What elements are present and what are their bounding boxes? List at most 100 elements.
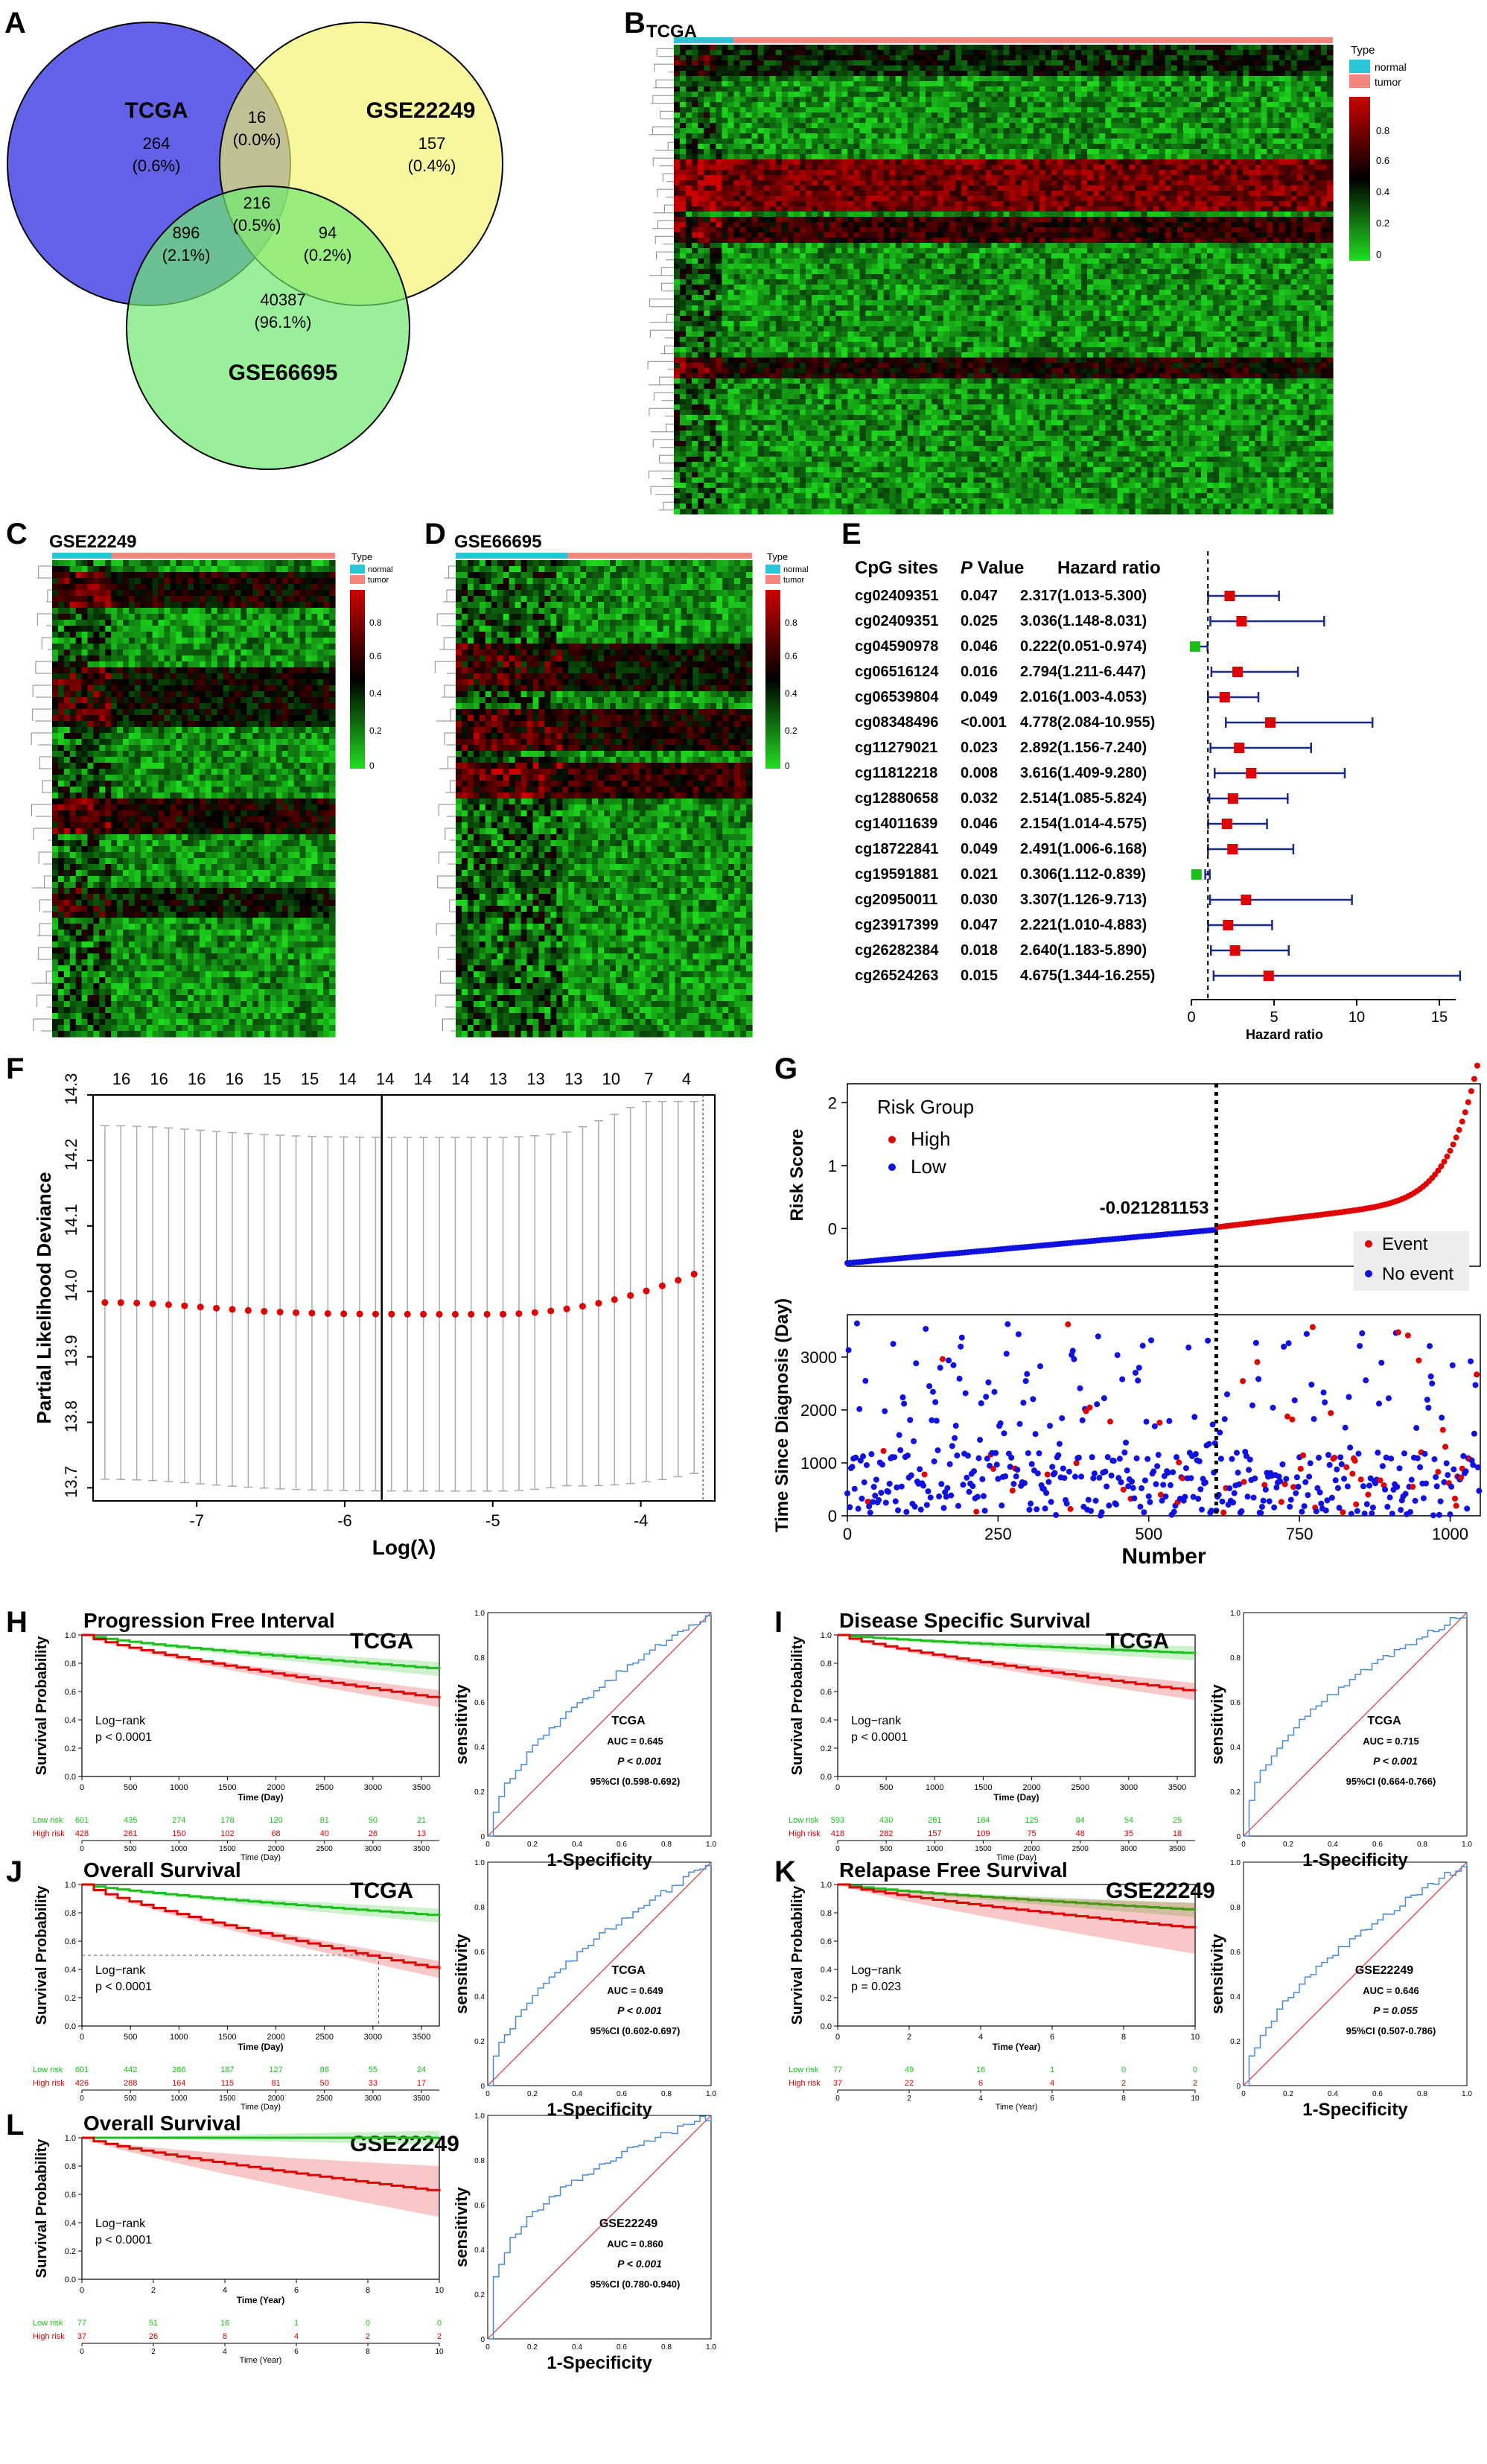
heatmap-cell [1261, 238, 1268, 244]
heatmap-cell [775, 279, 783, 285]
heatmap-cell [949, 92, 956, 98]
heatmap-cell [757, 180, 765, 186]
heatmap-cell [1075, 227, 1082, 233]
heatmap-cell [961, 133, 968, 139]
heatmap-cell [727, 45, 734, 51]
heatmap-cell [1003, 165, 1010, 171]
heatmap-cell [1093, 206, 1100, 212]
heatmap-cell [1308, 222, 1316, 228]
heatmap-cell [722, 66, 728, 72]
heatmap-cell [1302, 55, 1310, 61]
heatmap-cell [955, 92, 962, 98]
heatmap-cell [1273, 238, 1280, 244]
heatmap-cell [1249, 144, 1255, 150]
heatmap-cell [745, 139, 753, 145]
heatmap-cell [1063, 180, 1070, 186]
heatmap-cell [913, 196, 920, 202]
heatmap-cell [775, 55, 783, 61]
heatmap-cell [979, 92, 986, 98]
heatmap-cell [955, 139, 962, 145]
heatmap-cell [1123, 238, 1130, 244]
heatmap-cell [1225, 71, 1232, 77]
heatmap-cell [781, 206, 789, 212]
heatmap-cell [913, 50, 920, 56]
heatmap-cell [1117, 264, 1124, 270]
heatmap-cell [818, 258, 824, 264]
heatmap-cell [1231, 66, 1238, 72]
heatmap-cell [1171, 180, 1178, 186]
heatmap-cell [1201, 102, 1208, 108]
heatmap-cell [1093, 144, 1100, 150]
heatmap-cell [895, 139, 902, 145]
heatmap-cell [1279, 232, 1286, 238]
heatmap-cell [1039, 81, 1046, 87]
heatmap-cell [1290, 60, 1298, 66]
heatmap-cell [806, 76, 812, 82]
heatmap-cell [961, 71, 968, 77]
heatmap-cell [973, 191, 980, 197]
heatmap-cell [1176, 66, 1184, 72]
heatmap-cell [1087, 92, 1094, 98]
heatmap-cell [818, 154, 824, 160]
heatmap-cell [859, 133, 866, 139]
heatmap-cell [919, 149, 926, 155]
heatmap-cell [1075, 86, 1082, 92]
heatmap-cell [1261, 170, 1268, 176]
heatmap-cell [1075, 232, 1082, 238]
heatmap-cell [883, 133, 891, 139]
heatmap-cell [1188, 97, 1196, 103]
heatmap-cell [722, 60, 728, 66]
heatmap-cell [925, 217, 932, 223]
heatmap-cell [1141, 128, 1148, 134]
heatmap-cell [847, 112, 854, 118]
heatmap-cell [883, 206, 891, 212]
heatmap-cell [1290, 76, 1298, 82]
heatmap-cell [1165, 248, 1172, 254]
heatmap-cell [1308, 196, 1316, 202]
heatmap-cell [1039, 50, 1046, 56]
heatmap-cell [961, 97, 968, 103]
heatmap-cell [932, 50, 938, 56]
heatmap-cell [841, 149, 848, 155]
heatmap-cell [925, 92, 932, 98]
heatmap-cell [1099, 217, 1106, 223]
heatmap-cell [1063, 154, 1070, 160]
heatmap-cell [787, 76, 795, 82]
heatmap-cell [787, 139, 795, 145]
heatmap-cell [775, 232, 783, 238]
heatmap-cell [985, 175, 992, 181]
heatmap-cell [698, 92, 704, 98]
heatmap-cell [1320, 71, 1328, 77]
heatmap-cell [830, 258, 836, 264]
heatmap-cell [883, 227, 891, 233]
heatmap-cell [1314, 55, 1322, 61]
heatmap-cell [1093, 274, 1100, 280]
heatmap-cell [1063, 258, 1070, 264]
heatmap-cell [943, 107, 950, 113]
heatmap-cell [763, 175, 771, 181]
heatmap-cell [877, 149, 885, 155]
heatmap-cell [757, 238, 765, 244]
heatmap-cell [1267, 227, 1274, 233]
heatmap-cell [722, 123, 728, 129]
heatmap-cell [1273, 264, 1280, 270]
heatmap-cell [1327, 232, 1334, 238]
heatmap-cell [1123, 274, 1130, 280]
heatmap-cell [722, 212, 728, 217]
heatmap-cell [716, 201, 722, 207]
heatmap-cell [1123, 222, 1130, 228]
heatmap-cell [674, 50, 681, 56]
heatmap-cell [1201, 66, 1208, 72]
heatmap-cell [1141, 118, 1148, 124]
heatmap-cell [1081, 222, 1088, 228]
heatmap-cell [1057, 206, 1064, 212]
heatmap-cell [1267, 97, 1274, 103]
heatmap-cell [1290, 212, 1298, 217]
heatmap-cell [1219, 102, 1226, 108]
heatmap-cell [1045, 217, 1052, 223]
heatmap-cell [1153, 243, 1160, 249]
heatmap-cell [979, 60, 986, 66]
heatmap-cell [1207, 206, 1214, 212]
heatmap-cell [865, 97, 873, 103]
